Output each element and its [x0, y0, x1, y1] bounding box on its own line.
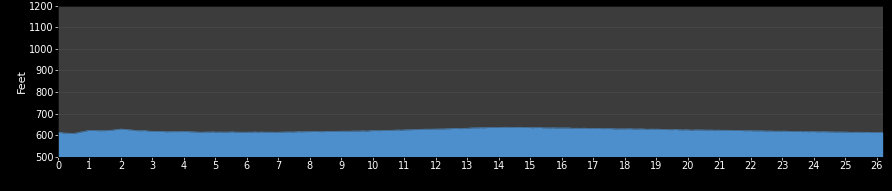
Y-axis label: Feet: Feet — [16, 69, 27, 93]
